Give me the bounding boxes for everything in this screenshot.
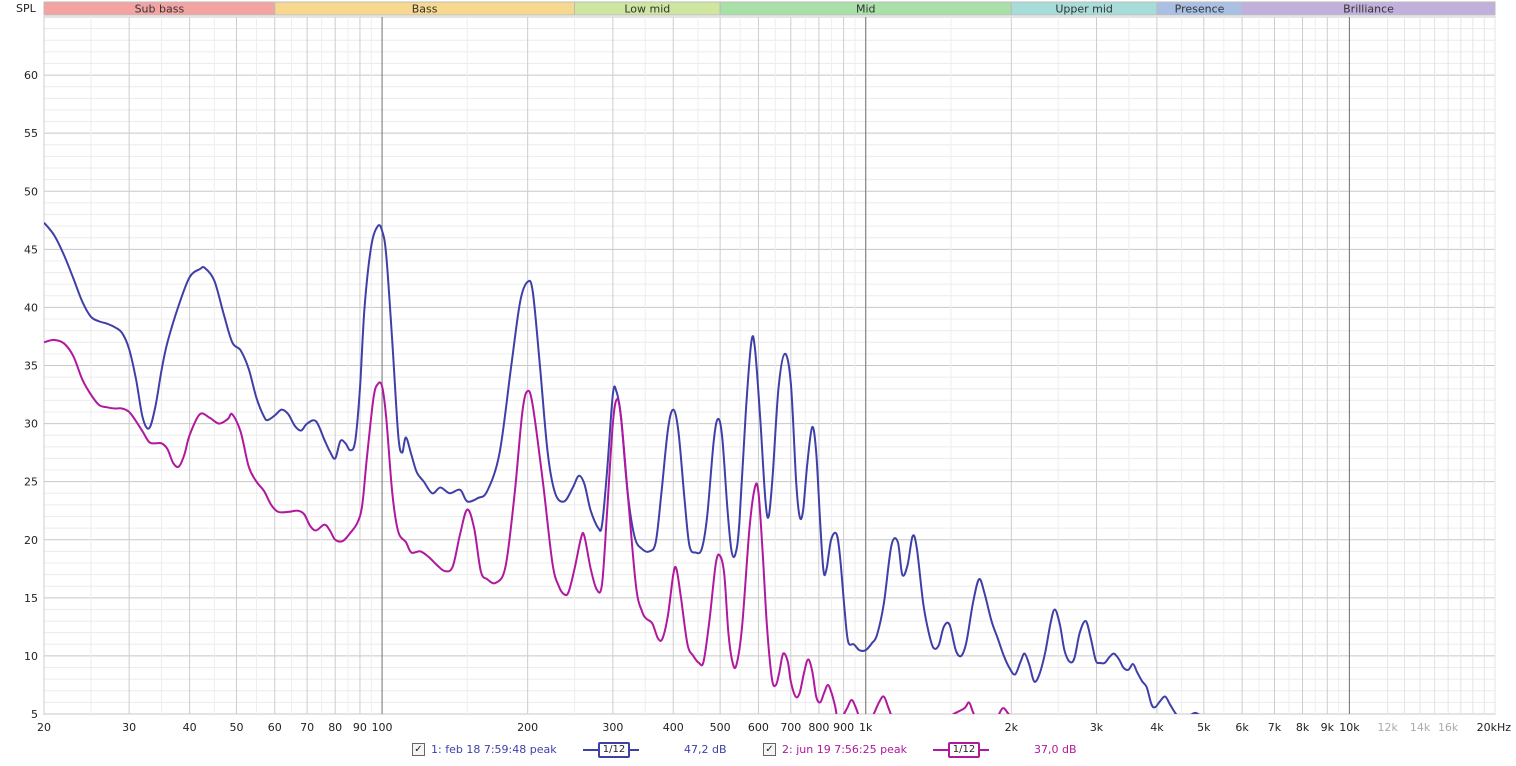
x-tick-label: 3k — [1090, 721, 1104, 734]
series2-level: 37,0 dB — [1034, 743, 1077, 756]
y-tick-label: 10 — [24, 650, 38, 663]
y-tick-label: 25 — [24, 476, 38, 489]
y-tick-label: 5 — [31, 708, 38, 721]
band-label-3: Mid — [856, 3, 876, 16]
x-tick-label: 700 — [780, 721, 801, 734]
series2-smoothing-value: 1/12 — [948, 742, 980, 758]
grid — [43, 16, 1496, 715]
series2-label[interactable]: 2: jun 19 7:56:25 peak — [782, 743, 907, 756]
y-tick-label: 45 — [24, 243, 38, 256]
x-tick-label: 600 — [748, 721, 769, 734]
y-tick-label: 60 — [24, 69, 38, 82]
y-tick-label: 50 — [24, 185, 38, 198]
x-tick-label: 9k — [1321, 721, 1335, 734]
band-6 — [1241, 1, 1496, 16]
legend: ✓ 1: feb 18 7:59:48 peak 1/12 47,2 dB ✓ … — [0, 740, 1516, 762]
x-tick-label: 80 — [328, 721, 342, 734]
x-tick-label: 200 — [517, 721, 538, 734]
band-label-6: Brilliance — [1343, 3, 1394, 16]
x-tick-label: 4k — [1150, 721, 1164, 734]
x-tick-label: 30 — [122, 721, 136, 734]
x-tick-label: 300 — [602, 721, 623, 734]
y-tick-label: 55 — [24, 127, 38, 140]
x-tick-label: 2k — [1005, 721, 1019, 734]
x-tick-label: 8k — [1296, 721, 1310, 734]
x-tick-label: 7k — [1268, 721, 1282, 734]
x-tick-label: 800 — [808, 721, 829, 734]
series-2-line — [44, 338, 1011, 714]
y-tick-label: 20 — [24, 534, 38, 547]
x-tick-label: 90 — [353, 721, 367, 734]
x-axis-labels: 20 30 40 50 60 70 80 90 100 200 300 400 500 600 700 800… — [37, 721, 1511, 734]
x-tick-label: 20kHz — [1477, 721, 1512, 734]
band-label-0: Sub bass — [135, 3, 185, 16]
y-axis-title: SPL — [16, 2, 37, 15]
x-tick-label: 500 — [710, 721, 731, 734]
frequency-bands: Sub bass Bass Low mid Mid Upper mid Presence B… — [43, 1, 1496, 16]
y-axis-labels: 10 15 20 25 30 35 40 45 50 55 60 5 — [24, 69, 38, 721]
series1-smoothing-control[interactable]: 1/12 — [583, 742, 639, 758]
x-tick-label: 50 — [229, 721, 243, 734]
y-tick-label: 15 — [24, 592, 38, 605]
x-tick-label: 1k — [859, 721, 873, 734]
band-label-2: Low mid — [624, 3, 670, 16]
x-tick-label: 16k — [1438, 721, 1459, 734]
series2-checkbox[interactable]: ✓ — [763, 743, 776, 756]
x-tick-label: 100 — [372, 721, 393, 734]
y-tick-label: 35 — [24, 360, 38, 373]
y-tick-label: 30 — [24, 418, 38, 431]
band-label-5: Presence — [1175, 3, 1225, 16]
series1-checkbox[interactable]: ✓ — [412, 743, 425, 756]
series1-smoothing-value: 1/12 — [598, 742, 630, 758]
x-tick-label: 70 — [300, 721, 314, 734]
y-tick-label: 40 — [24, 301, 38, 314]
band-label-1: Bass — [412, 3, 438, 16]
series-1-line — [44, 221, 1200, 714]
x-tick-label: 60 — [268, 721, 282, 734]
band-label-4: Upper mid — [1055, 3, 1113, 16]
series1-level: 47,2 dB — [684, 743, 727, 756]
x-tick-label: 900 — [833, 721, 854, 734]
x-tick-label: 400 — [663, 721, 684, 734]
x-tick-label: 10k — [1339, 721, 1360, 734]
x-tick-label: 12k — [1378, 721, 1399, 734]
x-tick-label: 6k — [1235, 721, 1249, 734]
data-series — [44, 221, 1200, 714]
x-tick-label: 40 — [183, 721, 197, 734]
x-tick-label: 5k — [1197, 721, 1211, 734]
series2-smoothing-control[interactable]: 1/12 — [933, 742, 989, 758]
spl-chart: Sub bass Bass Low mid Mid Upper mid Presence B… — [16, 1, 1511, 734]
x-tick-label: 20 — [37, 721, 51, 734]
x-tick-label: 14k — [1410, 721, 1431, 734]
series1-label[interactable]: 1: feb 18 7:59:48 peak — [431, 743, 557, 756]
